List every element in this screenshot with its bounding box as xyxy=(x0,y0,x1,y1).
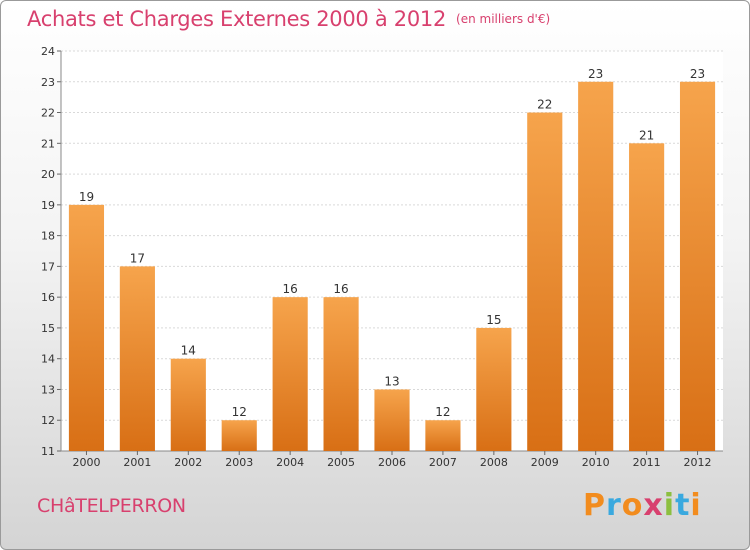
logo-letter: i xyxy=(663,488,676,523)
bar xyxy=(578,81,614,452)
x-tick-label: 2010 xyxy=(582,456,610,469)
y-tick-label: 24 xyxy=(41,45,55,58)
data-label: 12 xyxy=(435,405,450,419)
y-tick-label: 11 xyxy=(41,445,55,458)
city-name: CHâTELPERRON xyxy=(37,495,186,517)
logo-letter: r xyxy=(606,488,622,523)
x-tick-label: 2007 xyxy=(429,456,457,469)
y-tick-label: 15 xyxy=(41,322,55,335)
chart-title-text: Achats et Charges Externes 2000 à 2012 xyxy=(27,7,447,31)
bar xyxy=(323,297,359,451)
y-tick-label: 17 xyxy=(41,260,55,273)
data-label: 17 xyxy=(130,251,145,265)
x-tick-label: 2012 xyxy=(684,456,712,469)
logo-letter: o xyxy=(621,488,644,523)
y-tick-label: 16 xyxy=(41,291,55,304)
logo-letter: P xyxy=(583,488,606,523)
data-label: 16 xyxy=(333,282,348,296)
bar xyxy=(527,112,563,452)
logo-letter: i xyxy=(690,488,702,523)
y-tick-label: 19 xyxy=(41,199,55,212)
x-tick-label: 2002 xyxy=(174,456,202,469)
y-tick-label: 20 xyxy=(41,168,55,181)
data-label: 21 xyxy=(639,128,654,142)
x-tick-label: 2008 xyxy=(480,456,508,469)
bar xyxy=(425,420,461,451)
bar xyxy=(679,81,716,452)
bar xyxy=(629,143,665,452)
y-tick-label: 12 xyxy=(41,414,55,427)
bar xyxy=(476,327,512,451)
y-tick-label: 23 xyxy=(41,76,55,89)
x-tick-label: 2000 xyxy=(72,456,100,469)
proxiti-logo: Proxiti xyxy=(583,488,702,523)
x-tick-label: 2003 xyxy=(225,456,253,469)
x-tick-label: 2005 xyxy=(327,456,355,469)
chart-title: Achats et Charges Externes 2000 à 2012 (e… xyxy=(27,7,550,31)
data-label: 22 xyxy=(537,98,552,112)
data-label: 14 xyxy=(181,344,196,358)
y-tick-label: 14 xyxy=(41,353,55,366)
bar xyxy=(68,204,105,451)
data-label: 15 xyxy=(486,313,501,327)
x-tick-label: 2001 xyxy=(123,456,151,469)
x-tick-label: 2006 xyxy=(378,456,406,469)
data-label: 13 xyxy=(384,374,399,388)
x-tick-label: 2004 xyxy=(276,456,304,469)
y-tick-label: 13 xyxy=(41,383,55,396)
logo-letter: t xyxy=(675,488,691,523)
y-tick-label: 22 xyxy=(41,107,55,120)
bar xyxy=(272,297,308,451)
x-tick-label: 2009 xyxy=(531,456,559,469)
data-label: 12 xyxy=(232,405,247,419)
y-tick-label: 21 xyxy=(41,137,55,150)
y-tick-label: 18 xyxy=(41,230,55,243)
bar xyxy=(374,389,410,451)
data-label: 16 xyxy=(283,282,298,296)
data-label: 19 xyxy=(79,190,94,204)
logo-letter: x xyxy=(643,488,664,523)
data-label: 23 xyxy=(588,67,603,81)
data-label: 23 xyxy=(690,67,705,81)
bar xyxy=(119,266,155,451)
bar xyxy=(170,358,206,451)
bar xyxy=(221,420,257,451)
x-tick-label: 2011 xyxy=(633,456,661,469)
chart-unit: (en milliers d'€) xyxy=(456,12,551,26)
